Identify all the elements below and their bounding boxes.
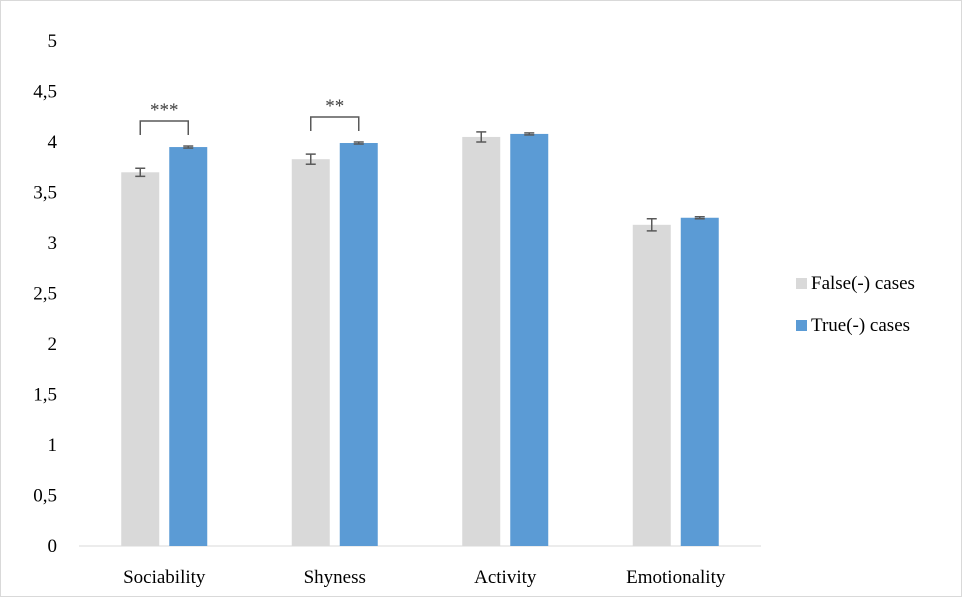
legend-swatch bbox=[796, 278, 807, 289]
y-tick-label: 4 bbox=[48, 132, 58, 153]
y-tick-label: 2,5 bbox=[33, 284, 57, 305]
legend-swatch bbox=[796, 320, 807, 331]
y-tick-label: 1,5 bbox=[33, 385, 57, 406]
y-tick-label: 2 bbox=[48, 334, 58, 355]
bar-true-sociability bbox=[169, 147, 208, 547]
bar-true-shyness bbox=[339, 143, 378, 546]
y-tick-label: 1 bbox=[48, 435, 58, 456]
x-tick-label: Shyness bbox=[304, 567, 366, 588]
bar-false-activity bbox=[462, 136, 501, 546]
significance-label: *** bbox=[150, 100, 179, 121]
x-tick-label: Sociability bbox=[123, 567, 206, 588]
bar-false-emotionality bbox=[632, 224, 671, 546]
significance-bracket bbox=[139, 120, 189, 136]
bar-false-sociability bbox=[121, 172, 160, 547]
x-tick-label: Emotionality bbox=[626, 567, 726, 588]
bar-false-shyness bbox=[291, 159, 330, 547]
y-tick-label: 0 bbox=[48, 536, 58, 557]
legend-label: False(-) cases bbox=[811, 273, 915, 294]
bar-true-emotionality bbox=[680, 217, 719, 546]
y-tick-label: 3,5 bbox=[33, 183, 57, 204]
bar-true-activity bbox=[510, 133, 549, 547]
significance-bracket bbox=[310, 116, 360, 131]
significance-label: ** bbox=[325, 96, 344, 117]
y-tick-label: 0,5 bbox=[33, 486, 57, 507]
y-tick-label: 3 bbox=[48, 233, 58, 254]
x-tick-label: Activity bbox=[474, 567, 537, 588]
y-tick-label: 5 bbox=[48, 31, 58, 52]
y-tick-label: 4,5 bbox=[33, 82, 57, 103]
legend-label: True(-) cases bbox=[811, 315, 910, 336]
